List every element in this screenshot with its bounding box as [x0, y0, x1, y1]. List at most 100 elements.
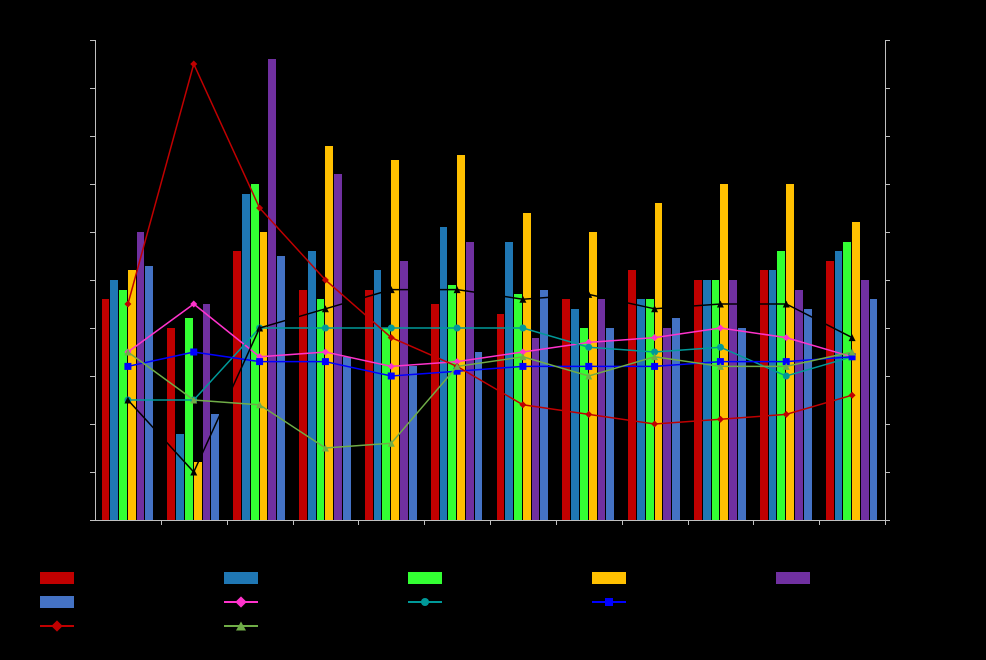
bar	[628, 270, 636, 520]
axis-line	[885, 184, 890, 185]
bar	[738, 328, 746, 520]
bar	[374, 270, 382, 520]
bar	[242, 194, 250, 520]
bar	[532, 338, 540, 520]
axis-line	[753, 520, 754, 525]
bar	[769, 270, 777, 520]
bar	[145, 266, 153, 520]
axis-line	[885, 520, 886, 525]
bar	[580, 328, 588, 520]
legend-line-swatch	[776, 601, 810, 603]
bar	[110, 280, 118, 520]
bar	[795, 290, 803, 520]
bar	[861, 280, 869, 520]
bar	[672, 318, 680, 520]
legend-item	[408, 566, 562, 590]
bar	[712, 280, 720, 520]
axis-line	[90, 376, 95, 377]
bar	[598, 299, 606, 520]
legend-marker	[236, 622, 246, 631]
bar	[497, 314, 505, 520]
legend-swatch	[40, 572, 74, 584]
bar	[457, 155, 465, 520]
bar	[703, 280, 711, 520]
bar	[655, 203, 663, 520]
bar	[505, 242, 513, 520]
legend-line-swatch	[40, 625, 74, 627]
axis-line	[90, 232, 95, 233]
axis-line	[885, 472, 890, 473]
axis-line	[885, 88, 890, 89]
bar	[589, 232, 597, 520]
axis-line	[90, 472, 95, 473]
legend-item	[40, 590, 194, 614]
plot-area	[95, 40, 885, 520]
bar	[870, 299, 878, 520]
bar	[317, 299, 325, 520]
axis-line	[293, 520, 294, 525]
axis-line	[90, 328, 95, 329]
legend-item	[776, 566, 930, 590]
legend-line-swatch	[592, 601, 626, 603]
bar	[137, 232, 145, 520]
bar	[694, 280, 702, 520]
bar	[251, 184, 259, 520]
bar	[466, 242, 474, 520]
bar	[606, 328, 614, 520]
axis-line	[688, 520, 689, 525]
legend-swatch	[40, 596, 74, 608]
bar	[343, 357, 351, 520]
bar	[571, 309, 579, 520]
axis-line	[622, 520, 623, 525]
axis-line	[885, 424, 890, 425]
bar	[514, 294, 522, 520]
axis-line	[161, 520, 162, 525]
legend-item	[224, 614, 378, 638]
bar	[409, 366, 417, 520]
bar	[786, 184, 794, 520]
bar	[102, 299, 110, 520]
bar	[308, 251, 316, 520]
bar	[194, 462, 202, 520]
bar	[540, 290, 548, 520]
legend-swatch	[408, 572, 442, 584]
axis-line	[90, 280, 95, 281]
bar	[835, 251, 843, 520]
bar	[334, 174, 342, 520]
legend-item	[592, 566, 746, 590]
bar	[260, 232, 268, 520]
legend-item	[224, 566, 378, 590]
bar	[826, 261, 834, 520]
bar	[382, 328, 390, 520]
bar	[448, 285, 456, 520]
bar	[277, 256, 285, 520]
legend-item	[40, 614, 194, 638]
bar	[475, 352, 483, 520]
legend-item	[40, 566, 194, 590]
legend-swatch	[224, 572, 258, 584]
legend-line-swatch	[224, 625, 258, 627]
bar	[391, 160, 399, 520]
axis-line	[90, 88, 95, 89]
legend-marker	[788, 598, 798, 607]
legend-swatch	[776, 572, 810, 584]
bar	[268, 59, 276, 520]
axis-line	[90, 40, 95, 41]
legend-line-swatch	[408, 601, 442, 603]
bar	[325, 146, 333, 520]
legend-marker	[235, 596, 246, 607]
bar	[365, 290, 373, 520]
legend	[40, 566, 960, 638]
bar	[760, 270, 768, 520]
bar	[720, 184, 728, 520]
bar	[185, 318, 193, 520]
axis-line	[90, 424, 95, 425]
bar	[804, 309, 812, 520]
bar	[128, 270, 136, 520]
bar	[203, 304, 211, 520]
bar	[119, 290, 127, 520]
chart-root	[0, 0, 986, 660]
axis-line	[885, 376, 890, 377]
legend-item	[592, 590, 746, 614]
axis-line	[227, 520, 228, 525]
